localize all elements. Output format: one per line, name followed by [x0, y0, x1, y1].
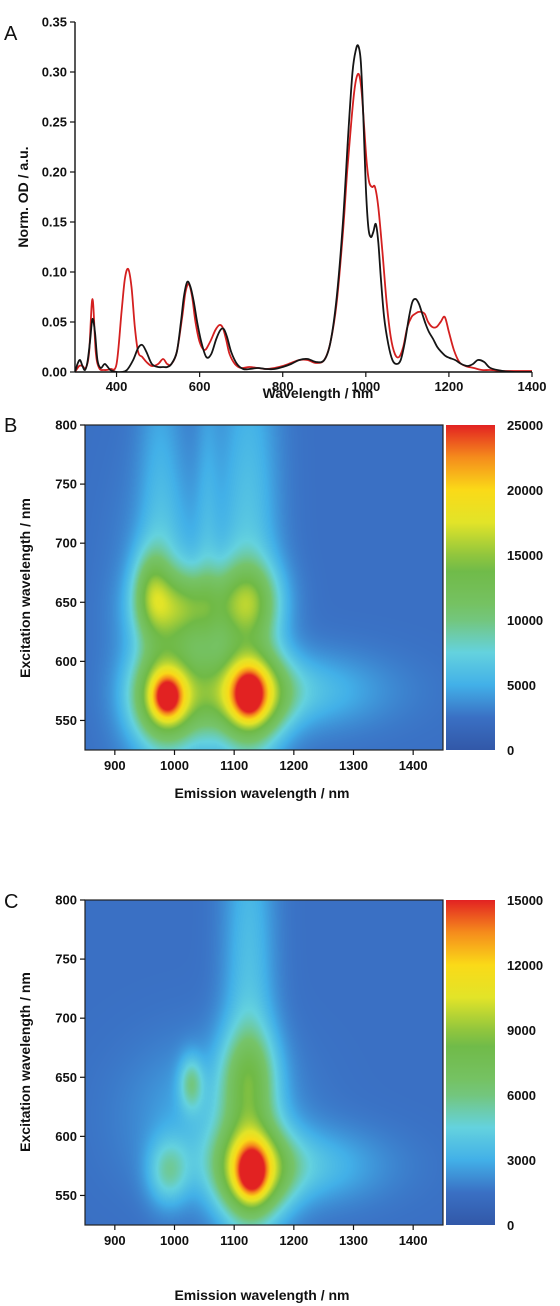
panel-a-series-line-2 [75, 44, 532, 372]
panel-c-heatmap [85, 900, 443, 1225]
panel-a-y-tick-label: 0.30 [42, 65, 67, 80]
panel-a-y-tick-label: 0.25 [42, 115, 67, 130]
panel-c-y-tick-label: 750 [55, 952, 77, 967]
panel-c-x-tick-label: 1300 [339, 1233, 368, 1248]
panel-b-ticks: 900 1000 1100 1200 1300 1400 550 600 650 700 750 80… [55, 418, 427, 774]
panel-c-x-tick-label: 1000 [160, 1233, 189, 1248]
panel-b-colorbar-tick-label: 25000 [507, 418, 543, 433]
panel-b-colorbar-tick-label: 0 [507, 743, 514, 758]
panel-a-y-tick-label: 0.20 [42, 165, 67, 180]
panel-a-y-label: Norm. OD / a.u. [15, 146, 31, 247]
panel-b-x-tick-label: 1400 [399, 758, 428, 773]
panel-b-x-tick-label: 900 [104, 758, 126, 773]
panel-b-colorbar-tick-label: 20000 [507, 483, 543, 498]
panel-b-y-tick-label: 650 [55, 595, 77, 610]
panel-b-x-tick-label: 1100 [220, 758, 248, 773]
panel-label-c: C [4, 891, 18, 913]
panel-c-heatmap-canvas [85, 900, 443, 1225]
panel-c-frame [84, 899, 444, 1226]
panel-b-y-tick-label: 550 [55, 713, 77, 728]
panel-b-colorbar-tick-label: 5000 [507, 678, 536, 693]
panel-c-y-tick-label: 650 [55, 1070, 77, 1085]
panel-c: C 900 1000 1100 1200 1300 1400 550 600 650 700 750… [4, 891, 543, 1303]
panel-c-y-label: Excitation wavelength / nm [17, 972, 33, 1152]
panel-b-frame [84, 424, 444, 751]
panel-a-x-label: Wavelength / nm [263, 385, 374, 401]
panel-a-x-tick-label: 800 [272, 379, 294, 394]
panel-a-x-tick-label: 1200 [434, 379, 463, 394]
panel-b-heatmap-image [85, 425, 443, 750]
panel-c-colorbar-tick-label: 12000 [507, 958, 543, 973]
panel-b-x-tick-label: 1200 [279, 758, 308, 773]
panel-c-colorbar-tick-label: 6000 [507, 1088, 536, 1103]
panel-c-colorbar-tick-label: 15000 [507, 893, 543, 908]
panel-b-heatmap [85, 425, 443, 750]
panel-b-x-tick-label: 1300 [339, 758, 368, 773]
panel-a-y-tick-label: 0.15 [42, 215, 67, 230]
panel-c-colorbar: 0 3000 6000 9000 12000 15000 [446, 893, 543, 1233]
panel-b-y-label: Excitation wavelength / nm [17, 498, 33, 678]
panel-a-y-tick-label: 0.00 [42, 365, 67, 380]
panel-a-y-tick-label: 0.10 [42, 265, 67, 280]
panel-c-x-label: Emission wavelength / nm [174, 1287, 349, 1303]
panel-b-x-tick-label: 1000 [160, 758, 189, 773]
panel-c-colorbar-tick-label: 9000 [507, 1023, 536, 1038]
panel-a: A 400 600 800 1000 1200 1400 0.00 0.05 0.10 0.15 0… [4, 15, 546, 402]
panel-b-y-tick-label: 750 [55, 477, 77, 492]
panel-c-x-tick-label: 1200 [279, 1233, 308, 1248]
panel-c-ticks: 900 1000 1100 1200 1300 1400 550 600 650 700 750 80… [55, 893, 427, 1249]
panel-b-colorbar-tick-label: 10000 [507, 613, 543, 628]
panel-b: B 900 1000 1100 1200 1300 1400 550 600 650 700 750… [4, 415, 543, 801]
panel-c-y-tick-label: 800 [55, 893, 77, 908]
panel-c-colorbar-gradient [446, 900, 495, 1225]
panel-b-y-tick-label: 600 [55, 654, 77, 669]
panel-a-y-tick-label: 0.05 [42, 315, 67, 330]
panel-label-a: A [4, 23, 18, 45]
panel-c-colorbar-tick-label: 3000 [507, 1153, 536, 1168]
panel-b-colorbar-gradient [446, 425, 495, 750]
panel-a-y-tick-label: 0.35 [42, 15, 67, 30]
panel-b-heatmap-canvas [85, 425, 443, 750]
panel-b-y-tick-label: 800 [55, 418, 77, 433]
panel-a-ticks: 400 600 800 1000 1200 1400 0.00 0.05 0.10 0.15 0.2… [42, 15, 547, 395]
panel-b-colorbar-tick-label: 15000 [507, 548, 543, 563]
panel-a-x-tick-label: 1000 [351, 379, 380, 394]
panel-a-x-tick-label: 1400 [518, 379, 547, 394]
panel-c-y-tick-label: 700 [55, 1011, 77, 1026]
panel-c-heatmap-image [85, 900, 443, 1225]
panel-c-x-tick-label: 1100 [220, 1233, 248, 1248]
panel-a-series-line-1 [75, 72, 532, 372]
panel-c-y-tick-label: 600 [55, 1129, 77, 1144]
panel-b-x-label: Emission wavelength / nm [174, 785, 349, 801]
panel-c-x-tick-label: 900 [104, 1233, 126, 1248]
panel-label-b: B [4, 415, 17, 437]
panel-b-y-tick-label: 700 [55, 536, 77, 551]
panel-b-colorbar: 0 5000 10000 15000 20000 25000 [446, 418, 543, 758]
panel-c-colorbar-tick-label: 0 [507, 1218, 514, 1233]
panel-c-x-tick-label: 1400 [399, 1233, 428, 1248]
panel-a-x-tick-label: 600 [189, 379, 211, 394]
panel-a-x-tick-label: 400 [106, 379, 128, 394]
panel-a-plot-area [75, 44, 532, 372]
panel-c-y-tick-label: 550 [55, 1188, 77, 1203]
